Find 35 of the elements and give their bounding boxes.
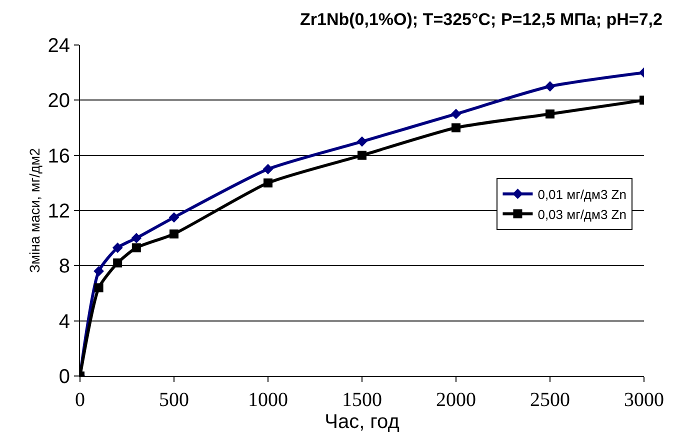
y-tick-label: 20 (48, 90, 70, 112)
y-tick-label: 24 (48, 35, 70, 57)
point (356, 136, 368, 147)
point (544, 81, 556, 92)
y-tick-label: 0 (58, 366, 70, 388)
point (452, 123, 460, 132)
point (450, 108, 462, 120)
y-tick-label: 8 (58, 256, 70, 278)
point (112, 242, 123, 253)
point (132, 243, 141, 252)
x-axis-title: Час, год (324, 411, 400, 433)
point (170, 229, 178, 238)
point (262, 164, 274, 174)
x-tick-label: 500 (159, 389, 189, 411)
y-tick-label: 4 (58, 310, 70, 333)
x-tick-label: 1000 (248, 389, 288, 411)
point (546, 109, 554, 118)
x-tick-label: 2500 (530, 389, 570, 411)
x-tick-label: 3000 (624, 389, 664, 411)
x-tick-label: 2000 (436, 389, 476, 411)
point (113, 258, 122, 268)
legend-label: 0,01 мг/дм3 Zn (538, 186, 626, 202)
point (131, 232, 142, 244)
y-tick-label: 12 (48, 200, 70, 222)
x-tick-label: 1500 (342, 389, 382, 411)
point (264, 178, 272, 188)
point (358, 150, 366, 160)
point (94, 283, 104, 292)
y-tick-label: 16 (48, 145, 70, 168)
x-tick-label: 0 (75, 389, 85, 411)
point (168, 212, 180, 223)
legend-label: 0,03 мг/дм3 Zn (538, 206, 626, 222)
chart-title: Zr1Nb(0,1%O); T=325°C; P=12,5 МПа; pH=7,2 (300, 10, 662, 30)
y-axis-title: Зміна маси, мг/дм2 (26, 148, 42, 273)
point (94, 266, 104, 276)
